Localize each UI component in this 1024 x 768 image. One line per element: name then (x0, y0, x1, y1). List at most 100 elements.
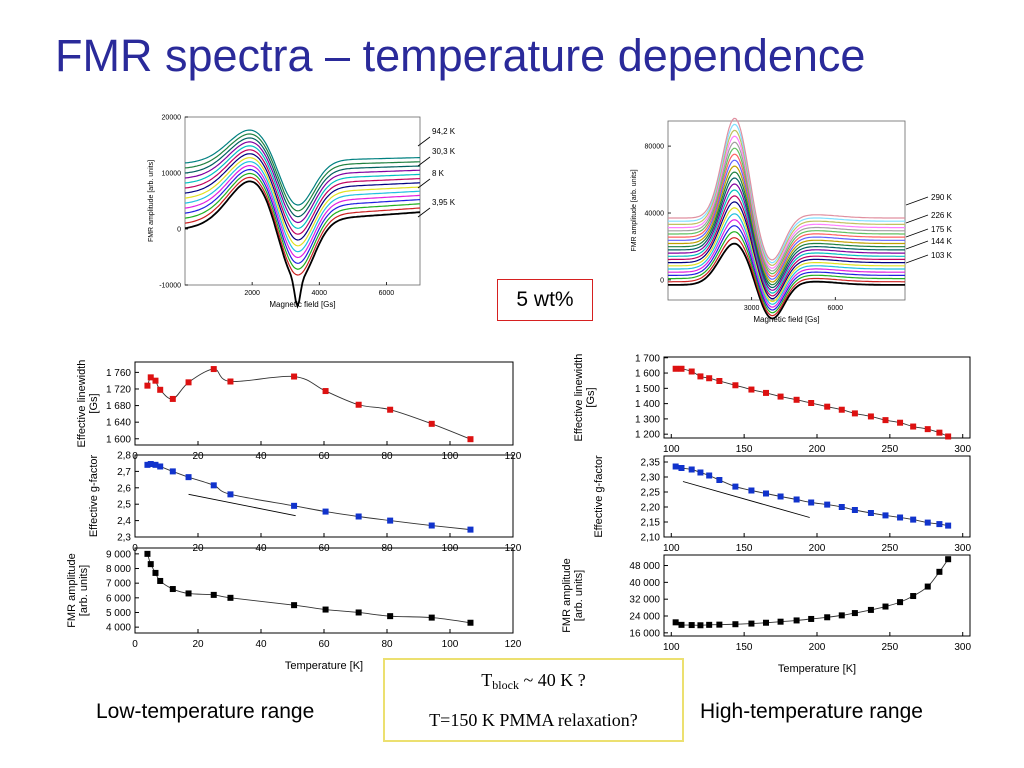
low-amplitude-ylabel: FMR amplitude[arb. units] (66, 553, 90, 628)
low-amplitude-ylabel-line: FMR amplitude (66, 553, 78, 628)
high-linewidth-xtick-label: 200 (809, 444, 826, 455)
low-amplitude-ytick-label: 5 000 (106, 608, 131, 619)
spectra-high-spectrum-line (668, 153, 905, 278)
low-amplitude-point (210, 591, 217, 598)
low-amplitude-xtick-label: 80 (381, 639, 393, 650)
spectra-low-spectrum-line (184, 133, 420, 212)
high-linewidth-point (945, 433, 952, 440)
low-amplitude-point (322, 606, 329, 613)
low-amplitude-ytick-label: 6 000 (106, 593, 131, 604)
spectra-low-spectrum-line (184, 145, 421, 229)
high-linewidth-ytick-label: 1 300 (635, 414, 660, 425)
spectra-high-spectrum-line (668, 189, 905, 294)
high-gfactor-point (945, 522, 952, 529)
low-gfactor-ytick-label: 2,4 (117, 516, 131, 527)
high-amplitude-point (882, 603, 889, 610)
spectra-high-spectrum-line (668, 207, 905, 303)
high-linewidth-ytick-label: 1 200 (635, 430, 660, 441)
high-gfactor-point (763, 490, 769, 497)
high-amplitude-point (945, 556, 952, 563)
high-linewidth-chart: 1 200 1 300 1 400 1 500 1 600 1 700 100 150 200 2… (573, 353, 971, 455)
high-amplitude-point (763, 619, 769, 626)
low-amplitude-point (387, 613, 394, 620)
spectra-high-annotation-arrow (905, 228, 929, 238)
low-gfactor-point (185, 474, 192, 481)
high-gfactor-xtick-label: 200 (809, 543, 826, 554)
spectra-low-annotation-arrow (417, 178, 431, 189)
low-linewidth-point (428, 420, 435, 427)
low-linewidth-xtick-label: 20 (192, 451, 204, 462)
spectra-low-annotation: 3,95 K (432, 198, 456, 207)
high-gfactor-point (716, 477, 723, 483)
high-gfactor-ytick-label: 2,15 (641, 518, 661, 529)
note-tblock-value: ~ 40 K ? (518, 670, 586, 690)
spectra-low-xtick-label: 6000 (379, 290, 395, 297)
high-amplitude-chart: 16 000 24 000 32 000 40 000 48 000 100 150 200 2… (561, 554, 971, 675)
high-linewidth-xtick-label: 150 (736, 444, 753, 455)
concentration-badge: 5 wt% (497, 279, 593, 321)
spectra-high-spectrum-line (668, 165, 905, 283)
high-gfactor-point (793, 496, 800, 503)
high-linewidth-point (897, 419, 904, 426)
spectra-high-spectrum-line (668, 129, 905, 266)
spectra-low-frame (184, 116, 421, 286)
high-amplitude-point (678, 621, 685, 628)
high-amplitude-ytick-label: 48 000 (629, 561, 660, 572)
high-linewidth-xtick-label: 300 (954, 444, 971, 455)
spectra-high-spectrum-line (668, 219, 905, 308)
high-gfactor-point (897, 514, 904, 521)
low-linewidth-point (144, 382, 151, 389)
high-amplitude-ytick-label: 24 000 (629, 612, 660, 623)
high-gfactor-xtick-label: 300 (954, 543, 971, 554)
high-gfactor-guide-line (682, 481, 810, 518)
spectra-high-spectrum-line (668, 195, 905, 297)
high-amplitude-point (697, 622, 704, 629)
low-gfactor-ytick-label: 2,7 (117, 467, 131, 478)
low-gfactor-ytick-label: 2,8 (117, 451, 131, 462)
high-amplitude-ylabel-line: [arb. units] (573, 570, 585, 621)
low-amplitude-ytick-label: 9 000 (106, 549, 131, 560)
page-title: FMR spectra – temperature dependence (55, 30, 866, 81)
high-linewidth-point (824, 403, 831, 410)
low-gfactor-point (467, 526, 474, 533)
low-gfactor-point (147, 461, 154, 468)
low-gfactor-guide-line (188, 493, 296, 517)
high-gfactor-point (910, 516, 917, 523)
low-amplitude-point (227, 594, 234, 601)
spectra-low-spectrum-line (184, 137, 421, 218)
spectra-low-annotation-arrow (417, 207, 431, 218)
high-gfactor-ytick-label: 2,35 (641, 458, 661, 469)
spectra-high-xlabel: Magnetic field [Gs] (753, 315, 819, 324)
low-amplitude-fit-line (147, 553, 471, 624)
spectra-high-spectrum-line (668, 117, 905, 261)
spectra-high-annotation: 290 K (931, 193, 953, 202)
high-gfactor-point (678, 465, 685, 471)
spectra-high-annotation: 103 K (931, 251, 953, 260)
low-linewidth-fit-line (147, 368, 471, 440)
low-gfactor-point (144, 461, 151, 468)
high-linewidth-fit-line (675, 368, 949, 437)
low-amplitude-xtick-label: 60 (318, 639, 330, 650)
high-amplitude-ytick-label: 32 000 (629, 595, 660, 606)
high-linewidth-ylabel: Effective linewidth[Gs] (573, 354, 597, 442)
high-linewidth-point (808, 400, 815, 407)
note-pmma: T=150 K PMMA relaxation? (429, 710, 638, 730)
spectra-low-spectrum-line (184, 180, 421, 309)
high-amplitude-point (808, 615, 815, 622)
high-linewidth-point (851, 410, 858, 417)
high-linewidth-point (678, 365, 685, 372)
low-gfactor-point (169, 468, 176, 475)
high-linewidth-point (936, 429, 943, 436)
high-amplitude-point (851, 610, 858, 617)
spectra-low-annotation: 94,2 K (432, 127, 456, 136)
high-gfactor-point (936, 521, 943, 528)
high-amplitude-fit-line (675, 558, 949, 626)
spectra-low-ytick-label: 0 (177, 227, 181, 234)
low-linewidth-xtick-label: 40 (255, 451, 267, 462)
low-amplitude-point (355, 609, 362, 616)
note-tblock-subscript: block (492, 678, 519, 692)
high-gfactor-ytick-label: 2,25 (641, 488, 661, 499)
high-gfactor-point (672, 463, 679, 470)
high-amplitude-point (910, 593, 917, 600)
spectra-high-annotation: 175 K (931, 225, 953, 234)
